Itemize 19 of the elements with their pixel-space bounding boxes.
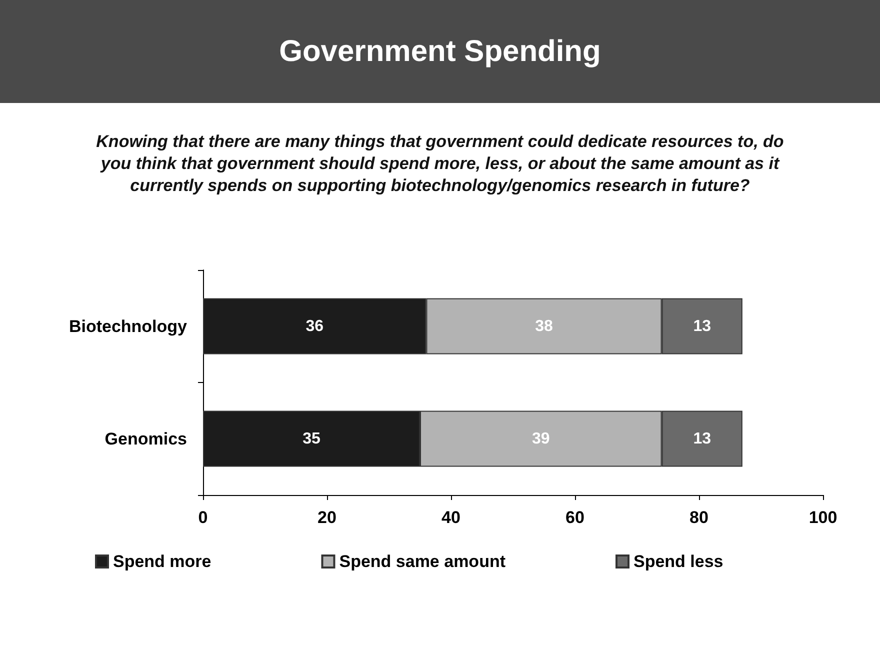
y-tick-label: Biotechnology bbox=[68, 316, 188, 336]
data-label: 39 bbox=[532, 430, 550, 448]
legend-label: Spend same amount bbox=[339, 552, 506, 571]
legend-label: Spend more bbox=[113, 552, 212, 571]
legend-label: Spend less bbox=[633, 552, 724, 571]
data-label: 13 bbox=[693, 318, 712, 335]
chart-title: Government Spending bbox=[0, 0, 880, 103]
x-tick-label: 80 bbox=[690, 508, 708, 527]
data-label: 36 bbox=[306, 318, 324, 335]
y-tick-label: Genomics bbox=[104, 429, 187, 448]
x-tick-label: 40 bbox=[442, 508, 460, 527]
data-label: 38 bbox=[535, 318, 553, 335]
data-label: 13 bbox=[693, 430, 712, 448]
x-tick-label: 20 bbox=[318, 508, 336, 527]
chart-subtitle: Knowing that there are many things that government could dedicate resources to, do you think that government should spend more, less, or about the same amount as it currently spends on supporting biotechnology/genomics research in future? bbox=[95, 131, 785, 197]
data-label: 35 bbox=[302, 430, 320, 448]
x-tick-label: 0 bbox=[198, 508, 208, 527]
x-tick-label: 60 bbox=[566, 508, 584, 527]
x-tick-label: 100 bbox=[808, 508, 838, 527]
